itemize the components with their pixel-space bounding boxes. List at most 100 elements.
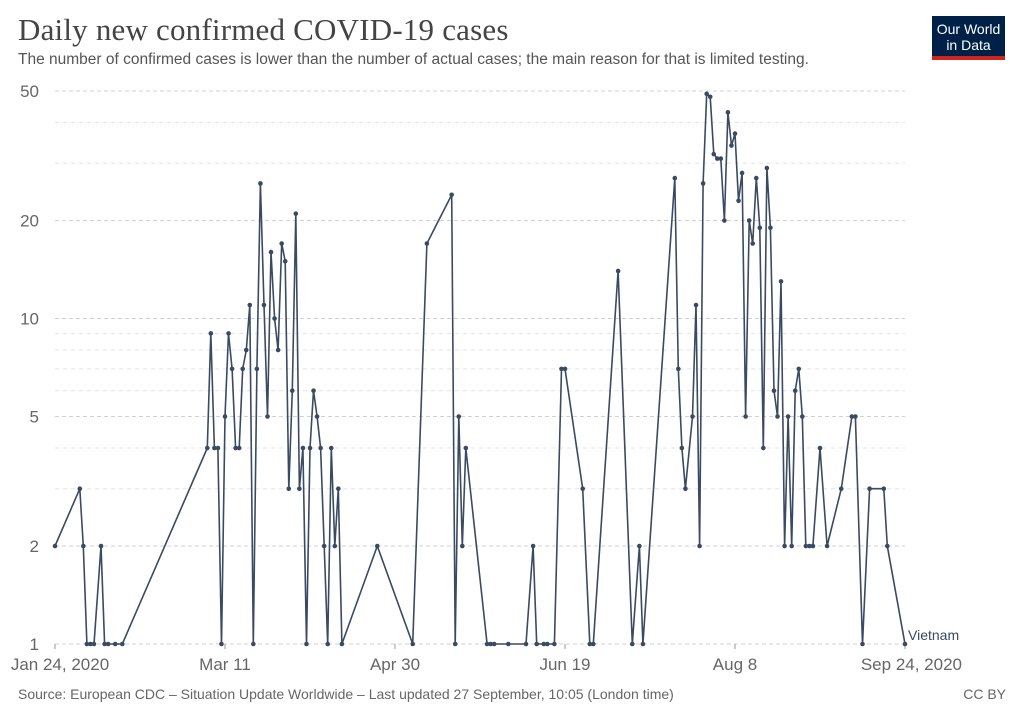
data-point [265, 414, 270, 419]
data-point [102, 641, 107, 647]
data-point [559, 366, 564, 372]
data-point [792, 388, 798, 394]
data-point [676, 366, 681, 372]
data-point [697, 543, 702, 549]
data-point [690, 414, 695, 419]
data-point [615, 268, 621, 274]
data-point [778, 279, 784, 284]
data-point [81, 543, 86, 549]
data-point [226, 331, 231, 336]
data-point [729, 143, 734, 148]
data-point [222, 414, 228, 419]
owid-logo[interactable]: Our World in Data [932, 16, 1005, 60]
data-point [860, 641, 865, 647]
data-point [785, 414, 791, 419]
license-label[interactable]: CC BY [963, 686, 1006, 702]
data-point [714, 156, 720, 161]
data-point [853, 414, 858, 419]
data-point [208, 331, 214, 336]
data-point [229, 366, 235, 372]
data-point [325, 641, 331, 647]
data-point [743, 414, 748, 419]
data-point [718, 156, 724, 161]
data-point [304, 641, 309, 647]
data-point [736, 198, 741, 204]
data-point [796, 366, 802, 372]
data-point [91, 641, 97, 647]
data-point [491, 641, 497, 647]
data-point [768, 225, 773, 231]
data-point [591, 641, 596, 647]
data-point [449, 192, 454, 198]
data-point [541, 641, 547, 647]
data-point [775, 414, 780, 419]
data-point [452, 641, 458, 647]
data-point [884, 543, 890, 549]
data-point [807, 543, 812, 549]
data-point [297, 486, 302, 492]
data-point [799, 414, 805, 419]
data-point [289, 388, 295, 394]
data-point [328, 445, 334, 451]
data-point [243, 347, 249, 353]
data-point [771, 388, 777, 394]
data-point [523, 641, 529, 647]
data-point [867, 486, 872, 492]
data-point [332, 543, 338, 549]
data-point [321, 543, 327, 549]
data-point [580, 486, 586, 492]
data-point [314, 414, 320, 419]
data-point [587, 641, 593, 647]
data-point [219, 641, 224, 647]
data-point [88, 641, 93, 647]
x-tick-label: Aug 8 [713, 655, 757, 674]
series-label-vietnam: Vietnam [908, 627, 959, 643]
data-point [672, 175, 678, 181]
source-note: Source: European CDC – Situation Update … [18, 686, 674, 702]
y-tick-label: 5 [30, 407, 39, 426]
data-point [629, 641, 635, 647]
y-tick-label: 2 [30, 537, 39, 556]
data-point [240, 366, 246, 372]
x-tick-label: Apr 30 [370, 655, 420, 674]
data-point [562, 366, 568, 372]
data-point [215, 445, 221, 451]
data-point [52, 543, 58, 549]
data-point [881, 486, 887, 492]
chart-subtitle: The number of confirmed cases is lower t… [18, 51, 809, 68]
data-point [279, 241, 284, 246]
x-tick-label: Sep 24, 2020 [861, 655, 962, 674]
data-point [757, 225, 763, 231]
data-point [247, 302, 253, 308]
data-point [679, 445, 685, 451]
series-line-vietnam [54, 93, 906, 645]
data-point [534, 641, 539, 647]
data-point [849, 414, 855, 419]
data-point [272, 316, 277, 321]
data-point [683, 486, 688, 492]
data-point [530, 543, 536, 549]
data-point [463, 445, 469, 451]
data-point [803, 543, 809, 549]
data-point [77, 486, 83, 492]
data-point [258, 181, 263, 186]
data-point [722, 218, 727, 223]
data-point [254, 366, 260, 372]
data-point [506, 641, 511, 647]
data-point [488, 641, 493, 647]
data-point [838, 486, 844, 492]
data-point [336, 486, 341, 492]
data-point [484, 641, 490, 647]
data-point [725, 110, 731, 115]
data-point [261, 302, 267, 308]
data-point [233, 445, 238, 451]
chart-title: Daily new confirmed COVID-19 cases [18, 12, 509, 47]
data-point [637, 543, 642, 549]
data-point [410, 641, 416, 647]
data-point [824, 543, 830, 549]
logo-line-2: in Data [946, 37, 991, 53]
data-point [810, 543, 816, 549]
data-point [817, 445, 823, 451]
data-point [275, 347, 281, 353]
